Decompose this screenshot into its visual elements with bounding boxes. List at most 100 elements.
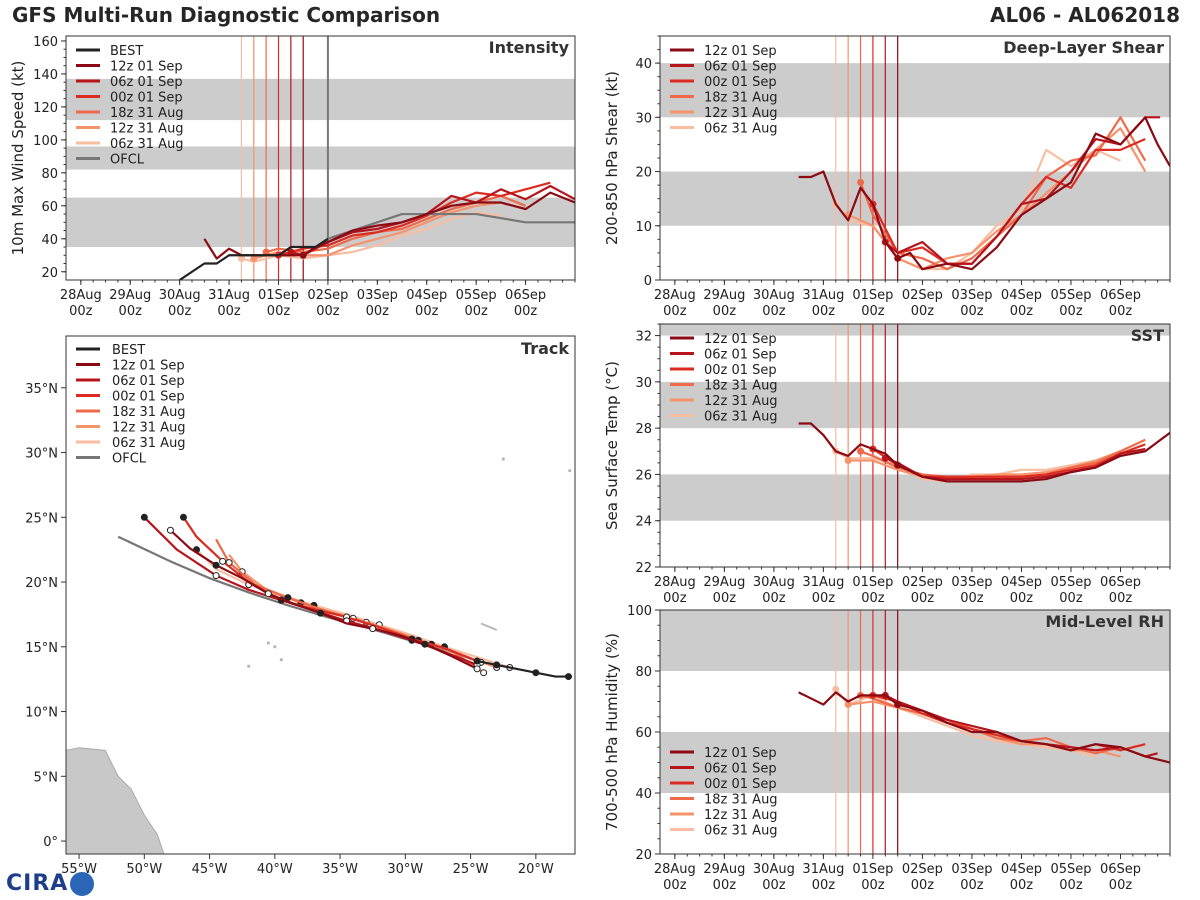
track-point: [212, 572, 220, 580]
y-tick-label: 80: [41, 167, 58, 182]
y-tick-label: 120: [33, 101, 58, 116]
x-tick-day: 01Sep: [852, 862, 893, 877]
x-tick-hour: 00z: [217, 304, 241, 319]
x-tick-day: 03Sep: [357, 288, 398, 303]
y-tick-label: 32: [635, 330, 652, 345]
x-tick-day: 06Sep: [1100, 288, 1141, 303]
x-tick-hour: 00z: [762, 878, 786, 893]
x-tick-hour: 00z: [762, 304, 786, 319]
legend-label: 06z 31 Aug: [704, 122, 778, 137]
island: [273, 645, 277, 649]
legend-label: 06z 31 Aug: [704, 410, 778, 425]
rh-plot-area: [660, 610, 1170, 854]
y-tick-label: 160: [33, 35, 58, 50]
lat-tick-label: 20°N: [25, 576, 58, 591]
x-tick-day: 28Aug: [60, 288, 102, 303]
y-tick-label: 40: [41, 233, 58, 248]
y-tick-label: 100: [33, 134, 58, 149]
y-tick-label: 60: [635, 726, 652, 741]
legend-label: BEST: [110, 44, 143, 59]
x-tick-hour: 00z: [812, 304, 836, 319]
x-tick-hour: 00z: [812, 591, 836, 606]
x-tick-hour: 00z: [663, 304, 687, 319]
legend-label: 12z 31 Aug: [704, 394, 778, 409]
legend-label: 06z 31 Aug: [112, 436, 186, 451]
panel-title: Deep-Layer Shear: [1003, 38, 1164, 57]
island: [279, 658, 283, 662]
init-point: [844, 457, 852, 465]
lat-tick-label: 35°N: [25, 382, 58, 397]
x-tick-hour: 00z: [1059, 878, 1083, 893]
x-tick-day: 30Aug: [753, 862, 795, 877]
y-tick-label: 30: [635, 376, 652, 391]
x-tick-hour: 00z: [366, 304, 390, 319]
x-tick-day: 01Sep: [852, 575, 893, 590]
shaded-band: [660, 324, 1170, 336]
panel-title: Intensity: [489, 38, 570, 57]
legend-label: 18z 31 Aug: [704, 91, 778, 106]
x-tick-day: 30Aug: [753, 288, 795, 303]
sst-plot-area: [660, 324, 1170, 567]
track-point: [473, 665, 481, 673]
legend-label: 12z 31 Aug: [704, 106, 778, 121]
init-point: [894, 254, 902, 262]
legend-label: 00z 01 Sep: [704, 75, 777, 90]
track-point: [264, 590, 272, 598]
series-line-00z-01-sep: [278, 181, 551, 257]
y-tick-label: 20: [635, 848, 652, 863]
legend-label: 00z 01 Sep: [704, 777, 777, 792]
legend-label: OFCL: [112, 452, 147, 467]
x-tick-day: 05Sep: [456, 288, 497, 303]
y-tick-label: 30: [635, 111, 652, 126]
legend-label: 00z 01 Sep: [704, 363, 777, 378]
shaded-band: [66, 146, 575, 170]
x-tick-day: 06Sep: [1100, 862, 1141, 877]
legend-label: 00z 01 Sep: [112, 390, 185, 405]
x-tick-hour: 00z: [861, 304, 885, 319]
panel-rh: 2040608010028Aug00z29Aug00z30Aug00z31Aug…: [603, 604, 1171, 893]
x-tick-day: 31Aug: [802, 575, 844, 590]
x-tick-hour: 00z: [663, 878, 687, 893]
x-tick-hour: 00z: [911, 878, 935, 893]
x-tick-hour: 00z: [960, 591, 984, 606]
x-tick-hour: 00z: [1010, 304, 1034, 319]
x-tick-hour: 00z: [168, 304, 192, 319]
track-point: [317, 609, 324, 617]
figure-title: GFS Multi-Run Diagnostic Comparison: [12, 3, 441, 27]
x-tick-day: 31Aug: [802, 288, 844, 303]
track-line-12z-01-sep: [169, 529, 478, 670]
legend-label: 06z 01 Sep: [110, 75, 183, 90]
y-tick-label: 22: [635, 561, 652, 576]
legend-label: BEST: [112, 343, 145, 358]
island: [480, 622, 498, 631]
lat-tick-label: 0°: [43, 835, 58, 850]
legend-label: 12z 31 Aug: [704, 808, 778, 823]
x-tick-day: 06Sep: [1100, 575, 1141, 590]
legend-label: 06z 01 Sep: [112, 374, 185, 389]
x-tick-day: 05Sep: [1050, 862, 1091, 877]
x-tick-day: 30Aug: [753, 575, 795, 590]
panel-shear: 01020304028Aug00z29Aug00z30Aug00z31Aug00…: [603, 35, 1171, 319]
y-tick-label: 40: [635, 57, 652, 72]
x-tick-day: 31Aug: [802, 862, 844, 877]
legend-label: 12z 31 Aug: [110, 122, 184, 137]
track-point: [179, 513, 187, 521]
track-line-06z-31-aug: [195, 548, 511, 669]
panel-title: SST: [1131, 326, 1164, 345]
init-point: [857, 178, 865, 186]
x-tick-hour: 00z: [316, 304, 340, 319]
x-tick-hour: 00z: [911, 304, 935, 319]
x-tick-day: 01Sep: [258, 288, 299, 303]
legend-label: 12z 01 Sep: [112, 359, 185, 374]
legend-label: OFCL: [110, 153, 145, 168]
shaded-band: [660, 474, 1170, 521]
legend-label: 00z 01 Sep: [110, 91, 183, 106]
y-tick-label: 10: [635, 220, 652, 235]
x-tick-hour: 00z: [663, 591, 687, 606]
series-line-12z-01-sep: [798, 422, 1170, 483]
track-point: [212, 561, 220, 569]
y-tick-label: 100: [627, 604, 652, 619]
